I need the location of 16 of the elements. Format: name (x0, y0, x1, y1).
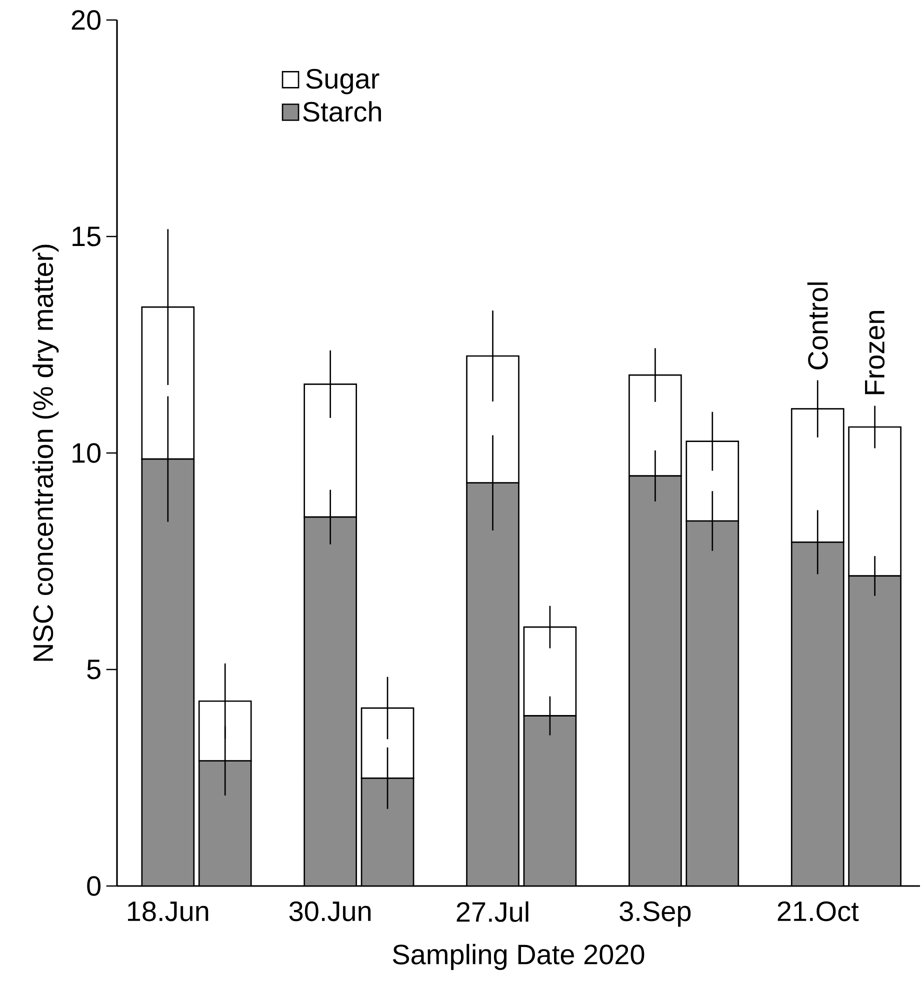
x-tick-label: 21.Oct (778, 901, 859, 922)
annotation: Control (807, 282, 828, 370)
x-tick-label: 3.Sep (620, 901, 691, 927)
y-tick-label: 10 (72, 443, 101, 463)
x-tick-label: 30.Jun (289, 901, 371, 922)
legend-label: Sugar (306, 68, 380, 94)
y-tick-label: 0 (87, 876, 101, 896)
x-axis-title: Sampling Date 2020 (392, 944, 644, 970)
legend-label: Starch (303, 101, 381, 122)
y-axis-title: NSC concentration (% dry matter) (32, 244, 59, 661)
y-tick-label: 5 (87, 660, 100, 680)
y-tick-label: 15 (72, 226, 100, 246)
annotation: Frozen (865, 311, 885, 394)
x-tick-label: 27.Jul (456, 901, 528, 922)
x-tick-label: 18.Jun (128, 901, 208, 922)
y-tick-label: 20 (72, 10, 101, 30)
